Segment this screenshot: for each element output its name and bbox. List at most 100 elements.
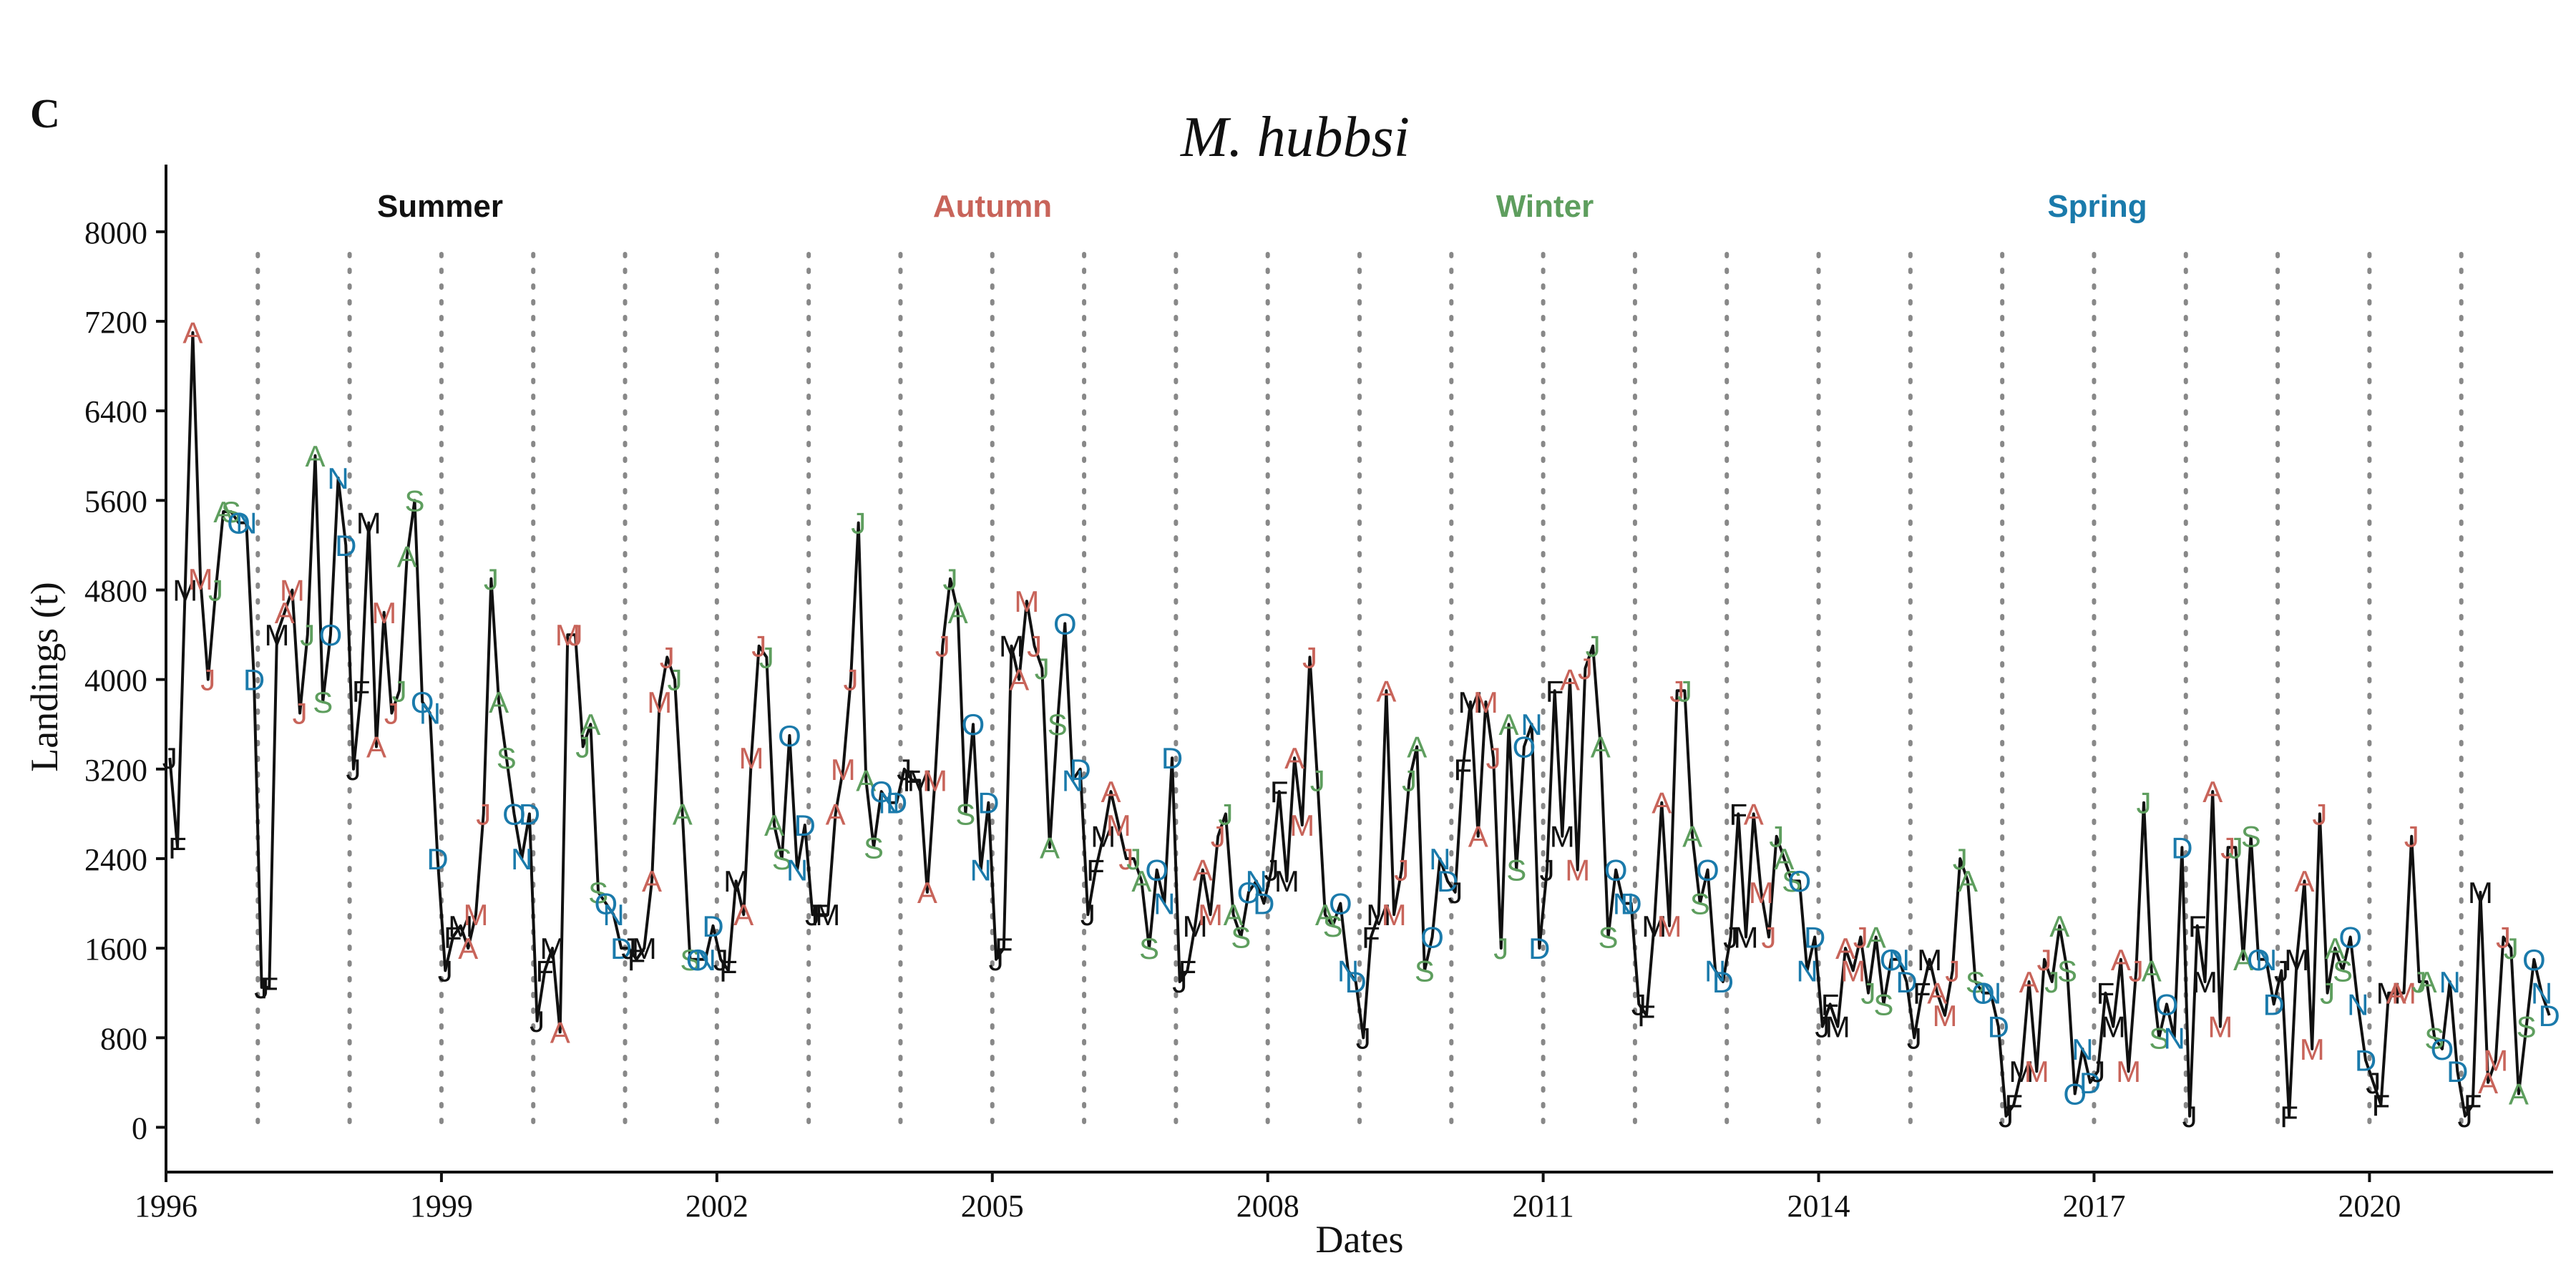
month-marker-2001-5: M: [647, 686, 672, 719]
month-marker-2003-12: D: [886, 786, 907, 820]
month-markers: JFMAMJJASONDJFMAMJJASONDJFMAMJJASONDJFMA…: [162, 316, 2560, 1133]
month-marker-2016-9: S: [2057, 954, 2077, 987]
month-marker-2003-10: O: [869, 775, 893, 809]
panel-label: C: [30, 90, 60, 137]
month-marker-2016-3: M: [2009, 1055, 2034, 1088]
month-marker-2016-5: M: [2024, 1055, 2049, 1088]
month-marker-2012-3: M: [1641, 909, 1667, 943]
month-marker-2003-11: N: [878, 786, 899, 820]
month-marker-1997-6: J: [293, 697, 308, 731]
month-marker-2008-10: O: [1329, 887, 1352, 921]
month-marker-2021-4: A: [2478, 1066, 2498, 1100]
month-marker-2009-10: O: [1420, 921, 1444, 955]
month-marker-2013-7: J: [1769, 820, 1784, 854]
month-marker-2005-2: F: [995, 932, 1013, 965]
landings-series: [168, 331, 2551, 1118]
month-marker-2000-8: A: [580, 708, 600, 741]
month-marker-2015-10: O: [1971, 977, 1995, 1010]
month-marker-2014-7: J: [1861, 977, 1876, 1010]
month-marker-2011-11: N: [1613, 887, 1634, 921]
month-marker-2000-4: A: [550, 1015, 570, 1049]
month-marker-2004-2: F: [903, 763, 922, 797]
month-marker-2007-1: J: [1172, 965, 1187, 999]
x-axis-label: Dates: [1316, 1218, 1404, 1261]
month-marker-2019-9: S: [2333, 954, 2353, 987]
y-tick-label-0: 0: [132, 1111, 147, 1146]
month-marker-1997-8: A: [305, 439, 325, 473]
month-marker-2012-5: M: [1657, 909, 1682, 943]
month-marker-2001-9: S: [680, 943, 700, 977]
month-marker-2002-9: S: [772, 842, 792, 876]
month-marker-2011-3: M: [1550, 820, 1575, 854]
month-marker-1999-3: M: [448, 909, 473, 943]
month-marker-1998-3: M: [356, 507, 381, 540]
month-marker-1996-4: A: [182, 316, 203, 350]
month-marker-1998-6: J: [384, 697, 399, 731]
month-marker-2013-11: N: [1796, 954, 1818, 987]
month-marker-1996-12: D: [243, 663, 265, 697]
month-marker-1998-1: J: [346, 753, 361, 786]
month-marker-1999-6: J: [476, 797, 491, 831]
month-marker-1997-7: J: [300, 618, 315, 652]
month-marker-2014-2: F: [1821, 987, 1840, 1021]
month-marker-2004-11: N: [970, 854, 992, 887]
month-marker-2010-2: F: [1453, 753, 1472, 786]
month-marker-2017-10: O: [2155, 987, 2179, 1021]
month-marker-2013-10: O: [1787, 864, 1811, 898]
month-marker-2004-7: J: [943, 562, 958, 596]
x-tick-label-2014: 2014: [1787, 1189, 1850, 1224]
month-marker-1999-12: D: [519, 797, 540, 831]
month-marker-2021-7: J: [2504, 932, 2519, 965]
month-marker-1997-9: S: [313, 686, 333, 719]
month-marker-2016-1: J: [1999, 1100, 2014, 1133]
month-marker-2012-4: A: [1652, 786, 1672, 820]
month-marker-2004-1: J: [897, 753, 912, 786]
month-marker-2016-11: N: [2072, 1033, 2093, 1066]
month-marker-2018-10: O: [2247, 943, 2270, 977]
month-marker-2008-6: J: [1302, 640, 1317, 674]
month-marker-2019-3: M: [2284, 943, 2309, 977]
month-marker-2020-9: S: [2424, 1021, 2444, 1055]
month-marker-2002-8: A: [764, 809, 784, 842]
month-marker-2019-1: J: [2274, 954, 2289, 987]
month-marker-1998-5: M: [371, 596, 396, 630]
month-marker-1996-6: J: [200, 663, 215, 697]
month-marker-2017-12: D: [2171, 831, 2192, 864]
month-marker-1998-8: A: [397, 540, 417, 574]
month-marker-2006-11: N: [1153, 887, 1175, 921]
month-marker-2009-11: N: [1429, 842, 1450, 876]
month-marker-2004-6: J: [935, 630, 950, 663]
month-marker-2006-10: O: [1145, 854, 1169, 887]
year-dividers: [255, 252, 2464, 1126]
month-marker-2010-11: N: [1521, 708, 1542, 741]
month-marker-2018-9: S: [2241, 820, 2261, 854]
month-marker-2020-3: M: [2376, 977, 2401, 1010]
month-marker-1998-11: N: [419, 697, 441, 731]
month-marker-2018-2: F: [2188, 909, 2207, 943]
month-marker-2008-2: F: [1270, 775, 1289, 809]
month-marker-2000-5: M: [555, 618, 580, 652]
month-marker-2014-5: M: [1840, 954, 1865, 987]
month-marker-2003-5: M: [831, 753, 856, 786]
month-marker-2017-1: J: [2090, 1055, 2105, 1088]
month-marker-2010-6: J: [1486, 741, 1501, 775]
month-marker-2003-9: S: [864, 831, 884, 864]
month-marker-2015-2: F: [1913, 977, 1931, 1010]
month-marker-2008-7: J: [1310, 763, 1325, 797]
month-marker-2013-3: M: [1734, 921, 1759, 955]
month-marker-2015-11: N: [1980, 977, 2001, 1010]
month-marker-2009-7: J: [1402, 763, 1417, 797]
month-marker-2006-8: A: [1131, 864, 1151, 898]
month-marker-2012-10: O: [1696, 854, 1719, 887]
month-marker-2021-3: M: [2468, 876, 2493, 909]
month-marker-2009-5: M: [1382, 898, 1407, 932]
y-tick-label-7200: 7200: [84, 305, 147, 340]
y-tick-label-3200: 3200: [84, 753, 147, 788]
month-marker-2014-9: S: [1873, 987, 1893, 1021]
month-marker-2017-6: J: [2129, 954, 2144, 987]
month-marker-2003-2: F: [811, 898, 829, 932]
month-marker-2020-11: N: [2439, 965, 2461, 999]
month-marker-1996-8: A: [213, 495, 233, 529]
month-marker-2017-11: N: [2164, 1021, 2185, 1055]
